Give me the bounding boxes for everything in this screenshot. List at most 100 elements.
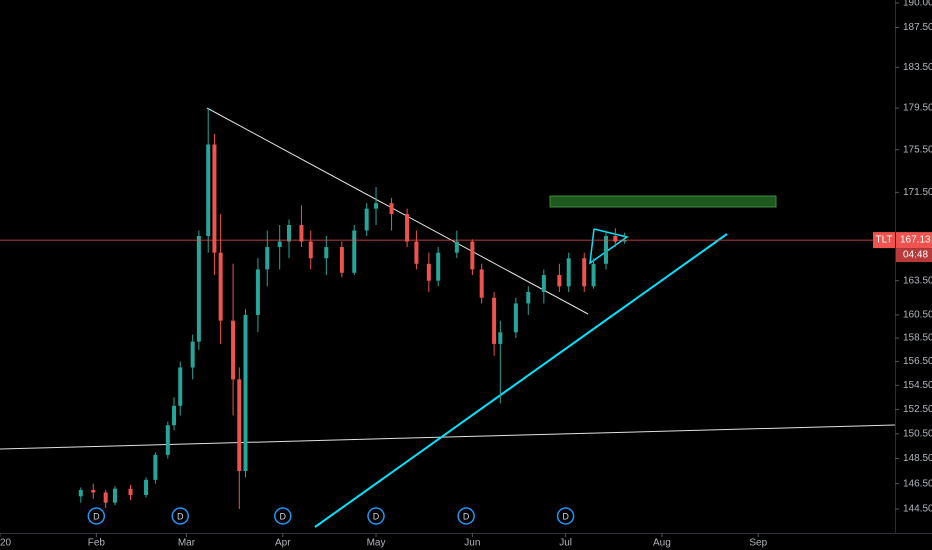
price-box — [896, 232, 932, 249]
symbol-box — [873, 232, 895, 249]
y-tick-label: 175.50 — [903, 144, 932, 155]
y-tick-label: 154.50 — [903, 380, 932, 391]
candle-body — [237, 379, 242, 472]
candle-body — [405, 214, 410, 242]
x-tick-label: Sep — [749, 538, 767, 549]
candle-body — [622, 240, 627, 242]
candle-body — [128, 488, 133, 496]
candle-body — [470, 241, 475, 270]
dividend-label: D — [93, 511, 100, 521]
candle-body — [513, 303, 518, 333]
x-tick-label: Aug — [653, 538, 671, 549]
y-tick-label: 146.50 — [903, 478, 932, 489]
dividend-marker — [457, 507, 475, 525]
candle-body — [566, 258, 571, 287]
candle-body — [541, 275, 546, 293]
zone-rectangle — [549, 195, 777, 208]
candle-body — [299, 225, 304, 242]
candle-body — [339, 247, 344, 273]
x-tick-label: Jul — [559, 538, 572, 549]
candle-body — [112, 488, 117, 503]
y-tick-label: 190.00 — [903, 0, 932, 9]
dividend-label: D — [373, 511, 380, 521]
countdown-box — [896, 248, 932, 263]
x-tick-label: May — [367, 538, 386, 549]
candle-body — [557, 275, 562, 287]
candle-body — [364, 208, 369, 231]
candle-body — [591, 263, 596, 287]
y-tick-label: 179.50 — [903, 103, 932, 114]
candle-body — [103, 492, 108, 503]
y-tick-label: 150.50 — [903, 428, 932, 439]
dividend-marker — [274, 507, 292, 525]
candle-body — [255, 269, 260, 315]
candle-body — [374, 203, 379, 209]
dividend-marker — [367, 507, 385, 525]
x-tick-label: Mar — [178, 538, 196, 549]
candle-body — [436, 252, 441, 281]
candle-body — [153, 454, 158, 480]
y-tick-label: 156.50 — [903, 356, 932, 367]
candle-body — [144, 479, 149, 496]
dividend-label: D — [280, 511, 287, 521]
candle-body — [287, 225, 292, 242]
candle-body — [206, 144, 211, 237]
candle-body — [613, 236, 618, 242]
candle-body — [231, 320, 236, 380]
dividend-label: D — [463, 511, 470, 521]
candle-body — [308, 241, 313, 259]
y-tick-label: 148.50 — [903, 453, 932, 464]
candle-body — [196, 236, 201, 342]
candle-body — [218, 252, 223, 321]
candle-body — [454, 241, 459, 253]
candle-body — [352, 230, 357, 273]
candle-body — [498, 332, 503, 344]
drawings — [0, 107, 896, 528]
y-tick-label: 187.50 — [903, 22, 932, 33]
dividend-label: D — [177, 511, 184, 521]
y-tick-label: 163.50 — [903, 275, 932, 286]
x-tick-label: Apr — [275, 538, 291, 549]
y-tick-label: 144.50 — [903, 504, 932, 515]
uptrend-line — [314, 233, 728, 528]
trend-line — [206, 107, 589, 315]
candle-body — [243, 314, 248, 472]
dividend-marker — [87, 507, 106, 525]
candle-body — [389, 203, 394, 215]
candle-body — [603, 236, 608, 264]
candle-body — [277, 241, 282, 248]
candle-body — [165, 425, 170, 455]
candle-body — [526, 292, 531, 304]
candle-body — [492, 297, 497, 344]
y-tick-label: 158.50 — [903, 333, 932, 344]
dividend-marker — [171, 507, 189, 525]
candle-body — [178, 367, 183, 406]
y-tick-label: 171.50 — [903, 187, 932, 198]
candle-body — [91, 489, 96, 493]
y-tick-label: 160.50 — [903, 310, 932, 321]
dividend-label: D — [562, 511, 569, 521]
candle-body — [78, 489, 83, 497]
candle-body — [265, 247, 270, 270]
support-line — [0, 424, 896, 450]
y-tick-label: 152.50 — [903, 404, 932, 415]
symbol-label: TLT — [875, 235, 892, 246]
x-tick-label: 2020 — [0, 538, 12, 549]
candle-body — [190, 341, 195, 368]
candle-body — [414, 241, 419, 264]
candle-body — [426, 263, 431, 281]
candle-body — [582, 258, 587, 287]
pennant — [589, 228, 629, 265]
y-tick-label: 183.50 — [903, 62, 932, 73]
x-tick-label: Feb — [88, 538, 106, 549]
candle-body — [479, 269, 484, 298]
dividend-marker — [556, 507, 575, 525]
countdown-label: 04:48 — [903, 250, 928, 261]
x-tick-label: Jun — [464, 538, 480, 549]
candle-body — [212, 144, 217, 253]
candle-body — [172, 405, 177, 426]
price-label: 167.13 — [900, 235, 931, 246]
candle-body — [324, 247, 329, 259]
